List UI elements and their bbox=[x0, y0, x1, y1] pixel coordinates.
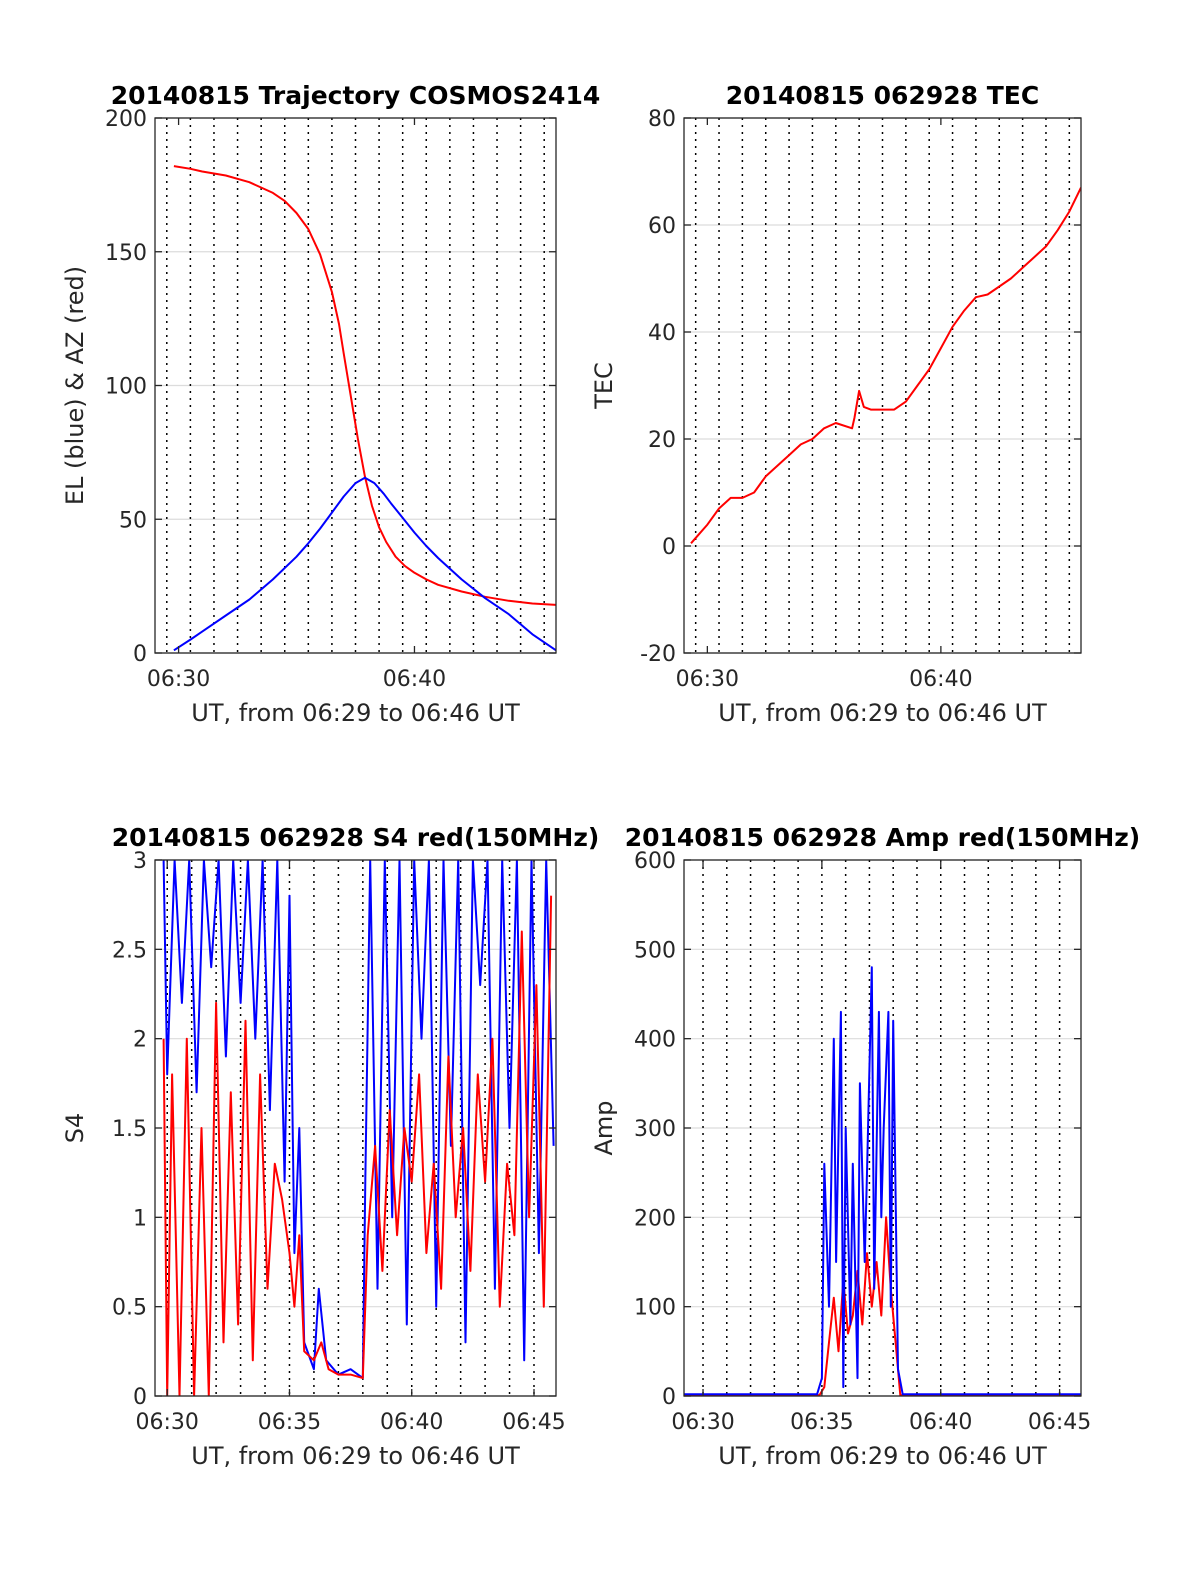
chart-title: 20140815 062928 S4 red(150MHz) bbox=[112, 823, 600, 852]
x-tick-label: 06:45 bbox=[1028, 1410, 1091, 1435]
y-tick-label: 50 bbox=[119, 508, 147, 533]
y-tick-label: 60 bbox=[648, 214, 676, 239]
y-tick-label: 1 bbox=[133, 1206, 147, 1231]
trajectory-panel: 0 50 100 150 200 06:30 06:40 20140815 Trajector… bbox=[61, 81, 600, 727]
x-tick-label: 06:30 bbox=[147, 667, 210, 692]
x-tick-label: 06:30 bbox=[676, 667, 739, 692]
s4-panel: 0 0.5 1 1.5 2 2.5 3 06:30 06:35 06:40 06:45 2014081… bbox=[61, 823, 599, 1470]
x-tick-label: 06:40 bbox=[380, 1410, 443, 1435]
y-axis-label: TEC bbox=[590, 362, 618, 410]
series-group bbox=[173, 165, 556, 652]
y-tick-label: 100 bbox=[105, 375, 147, 400]
x-axis-label: UT, from 06:29 to 06:46 UT bbox=[191, 699, 520, 727]
y-tick-label: 0.5 bbox=[112, 1296, 147, 1321]
x-tick-label: 06:35 bbox=[790, 1410, 853, 1435]
series-line-blue bbox=[684, 966, 1081, 1396]
y-tick-label: 2 bbox=[133, 1028, 147, 1053]
series-group bbox=[162, 860, 555, 1396]
tec-panel: -20 0 20 40 60 80 06:30 06:40 20140815 062928 TE… bbox=[590, 81, 1082, 727]
series-line-blue bbox=[173, 476, 556, 652]
series-group bbox=[690, 187, 1081, 544]
y-tick-label: 150 bbox=[105, 241, 147, 266]
series-group bbox=[684, 966, 1081, 1396]
y-tick-label: 500 bbox=[634, 938, 676, 963]
series-line-red bbox=[690, 187, 1081, 544]
amp-panel: 0 100 200 300 400 500 600 06:30 06:35 06:40 06:45 2… bbox=[590, 823, 1140, 1470]
chart-title: 20140815 Trajectory COSMOS2414 bbox=[111, 81, 601, 110]
y-tick-label: 0 bbox=[662, 535, 676, 560]
y-tick-label: 0 bbox=[133, 1385, 147, 1410]
y-tick-label: 2.5 bbox=[112, 938, 147, 963]
y-tick-label: -20 bbox=[640, 642, 676, 667]
y-tick-label: 200 bbox=[105, 107, 147, 132]
y-tick-label: 0 bbox=[662, 1385, 676, 1410]
series-line-red bbox=[173, 165, 556, 606]
y-tick-label: 20 bbox=[648, 428, 676, 453]
x-tick-label: 06:35 bbox=[258, 1410, 321, 1435]
x-tick-label: 06:30 bbox=[136, 1410, 199, 1435]
y-tick-label: 100 bbox=[634, 1296, 676, 1321]
y-axis-label: S4 bbox=[61, 1113, 89, 1144]
chart-title: 20140815 062928 Amp red(150MHz) bbox=[625, 823, 1141, 852]
x-tick-label: 06:40 bbox=[909, 667, 972, 692]
y-axis-label: EL (blue) & AZ (red) bbox=[61, 266, 89, 505]
y-tick-label: 400 bbox=[634, 1028, 676, 1053]
y-tick-label: 80 bbox=[648, 107, 676, 132]
y-tick-label: 600 bbox=[634, 849, 676, 874]
y-tick-label: 300 bbox=[634, 1117, 676, 1142]
y-tick-label: 40 bbox=[648, 321, 676, 346]
y-tick-label: 0 bbox=[133, 642, 147, 667]
x-axis-label: UT, from 06:29 to 06:46 UT bbox=[718, 699, 1047, 727]
x-tick-label: 06:45 bbox=[502, 1410, 565, 1435]
x-axis-label: UT, from 06:29 to 06:46 UT bbox=[718, 1442, 1047, 1470]
x-tick-label: 06:40 bbox=[909, 1410, 972, 1435]
chart-title: 20140815 062928 TEC bbox=[726, 81, 1039, 110]
series-line-red bbox=[162, 895, 553, 1396]
y-tick-label: 200 bbox=[634, 1206, 676, 1231]
y-axis-label: Amp bbox=[590, 1100, 618, 1155]
x-tick-label: 06:40 bbox=[383, 667, 446, 692]
axes-box bbox=[683, 117, 1082, 654]
x-tick-label: 06:30 bbox=[671, 1410, 734, 1435]
y-tick-label: 1.5 bbox=[112, 1117, 147, 1142]
y-tick-label: 3 bbox=[133, 849, 147, 874]
x-axis-label: UT, from 06:29 to 06:46 UT bbox=[191, 1442, 520, 1470]
